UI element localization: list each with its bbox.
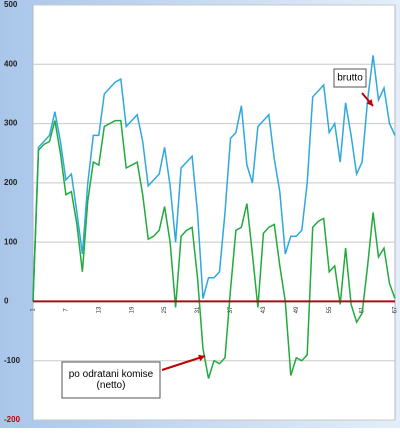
y-tick-label: 200	[4, 178, 18, 187]
annotation: (netto)	[97, 380, 126, 391]
y-tick-label: -200	[4, 415, 21, 424]
x-tick-label: 19	[129, 306, 135, 313]
y-tick-label: 300	[4, 119, 18, 128]
y-tick-label: 400	[4, 59, 18, 68]
arrow-head	[366, 99, 373, 106]
y-tick-label: 0	[4, 297, 9, 306]
y-tick-label: -100	[4, 356, 21, 365]
annotation-box	[333, 68, 367, 88]
arrow	[161, 355, 206, 371]
x-tick-label: 67	[393, 306, 399, 313]
annotation: po odratani komise	[69, 369, 154, 380]
x-tick-label: 49	[294, 306, 300, 313]
x-tick-label: 31	[195, 306, 201, 313]
x-tick-label: 37	[228, 306, 234, 313]
annotation-box	[61, 361, 161, 399]
x-tick-label: 43	[261, 306, 267, 313]
x-tick-label: 7	[63, 308, 69, 312]
arrow-head	[198, 354, 205, 362]
x-tick-label: 1	[31, 308, 37, 312]
x-tick-label: 55	[327, 306, 333, 313]
x-tick-label: 13	[96, 306, 102, 313]
y-tick-label: 500	[4, 0, 18, 9]
line	[32, 119, 396, 379]
line	[32, 55, 396, 302]
annotation: brutto	[337, 73, 363, 84]
x-tick-label: 25	[162, 306, 168, 313]
y-tick-label: 100	[4, 237, 18, 246]
